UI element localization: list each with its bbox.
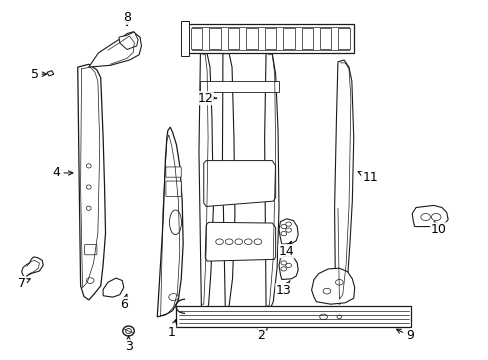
Polygon shape bbox=[176, 306, 410, 328]
Circle shape bbox=[319, 314, 327, 320]
Polygon shape bbox=[203, 161, 275, 207]
Polygon shape bbox=[157, 127, 183, 317]
Polygon shape bbox=[186, 24, 353, 53]
Polygon shape bbox=[119, 32, 138, 49]
Circle shape bbox=[323, 288, 330, 294]
Polygon shape bbox=[47, 71, 54, 76]
Polygon shape bbox=[319, 28, 331, 49]
Text: 3: 3 bbox=[124, 336, 132, 353]
Circle shape bbox=[285, 222, 291, 226]
Polygon shape bbox=[264, 54, 279, 311]
Text: 10: 10 bbox=[430, 221, 446, 236]
Polygon shape bbox=[264, 28, 276, 49]
Polygon shape bbox=[338, 28, 349, 49]
Text: 13: 13 bbox=[275, 281, 291, 297]
Polygon shape bbox=[222, 54, 234, 311]
Circle shape bbox=[280, 231, 286, 236]
Polygon shape bbox=[21, 257, 43, 277]
Circle shape bbox=[225, 239, 232, 244]
Circle shape bbox=[280, 224, 286, 229]
Ellipse shape bbox=[86, 206, 91, 210]
Polygon shape bbox=[227, 28, 239, 49]
Text: 8: 8 bbox=[123, 11, 131, 26]
Circle shape bbox=[86, 278, 94, 283]
Ellipse shape bbox=[125, 329, 131, 333]
Polygon shape bbox=[181, 21, 189, 56]
Polygon shape bbox=[301, 28, 312, 49]
Circle shape bbox=[420, 213, 429, 221]
Text: 5: 5 bbox=[31, 68, 46, 81]
Text: 12: 12 bbox=[197, 92, 216, 105]
Polygon shape bbox=[209, 28, 220, 49]
Polygon shape bbox=[245, 28, 257, 49]
Circle shape bbox=[280, 261, 286, 265]
Circle shape bbox=[336, 315, 341, 319]
FancyBboxPatch shape bbox=[165, 167, 181, 177]
Circle shape bbox=[254, 239, 261, 244]
Text: 4: 4 bbox=[53, 166, 73, 179]
Text: 2: 2 bbox=[257, 329, 264, 342]
Circle shape bbox=[285, 228, 291, 232]
Circle shape bbox=[168, 294, 178, 301]
Text: 14: 14 bbox=[278, 242, 294, 258]
Polygon shape bbox=[311, 268, 354, 304]
Ellipse shape bbox=[86, 185, 91, 189]
Polygon shape bbox=[334, 60, 353, 304]
Text: 9: 9 bbox=[396, 329, 413, 342]
Text: 7: 7 bbox=[18, 276, 30, 289]
Polygon shape bbox=[78, 64, 105, 300]
Text: 6: 6 bbox=[120, 294, 127, 311]
Circle shape bbox=[430, 213, 440, 221]
Text: 1: 1 bbox=[167, 319, 177, 339]
Ellipse shape bbox=[169, 210, 181, 235]
FancyBboxPatch shape bbox=[165, 181, 181, 197]
Circle shape bbox=[215, 239, 223, 244]
Polygon shape bbox=[200, 81, 279, 92]
Polygon shape bbox=[190, 28, 202, 49]
Ellipse shape bbox=[122, 326, 134, 336]
Polygon shape bbox=[89, 32, 141, 67]
Circle shape bbox=[335, 279, 343, 285]
Text: 11: 11 bbox=[357, 171, 377, 184]
Polygon shape bbox=[411, 206, 447, 226]
FancyBboxPatch shape bbox=[257, 321, 266, 330]
Circle shape bbox=[280, 267, 286, 271]
Polygon shape bbox=[199, 54, 213, 311]
FancyBboxPatch shape bbox=[84, 244, 97, 255]
Circle shape bbox=[234, 239, 242, 244]
Polygon shape bbox=[283, 28, 294, 49]
Circle shape bbox=[244, 239, 252, 244]
Ellipse shape bbox=[86, 164, 91, 168]
Polygon shape bbox=[279, 256, 298, 279]
Circle shape bbox=[285, 263, 291, 267]
Polygon shape bbox=[191, 27, 348, 50]
Polygon shape bbox=[279, 219, 298, 244]
Polygon shape bbox=[205, 222, 275, 261]
Polygon shape bbox=[103, 278, 123, 297]
